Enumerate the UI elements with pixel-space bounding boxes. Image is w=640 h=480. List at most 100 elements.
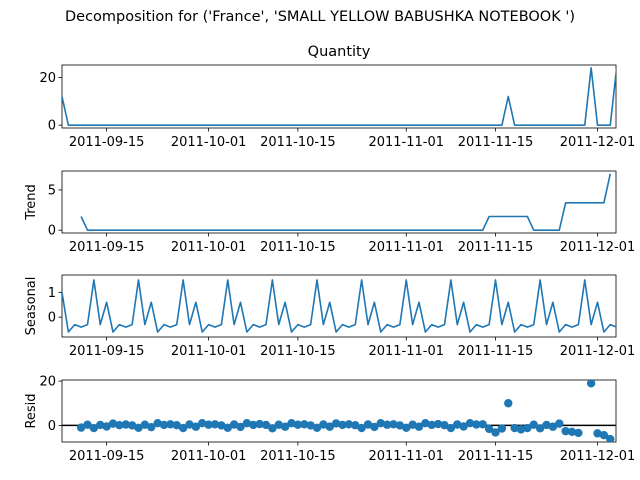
scatter-point-resid bbox=[516, 425, 526, 434]
scatter-point-resid bbox=[542, 420, 551, 430]
x-tick-label-quantity: 2011-11-15 bbox=[458, 135, 534, 150]
scatter-point-resid bbox=[376, 418, 385, 428]
scatter-point-resid bbox=[459, 422, 468, 431]
scatter-point-resid bbox=[325, 422, 334, 431]
scatter-point-resid bbox=[453, 420, 462, 429]
scatter-point-resid bbox=[115, 420, 124, 430]
scatter-point-resid bbox=[102, 422, 111, 431]
series-line-quantity bbox=[62, 67, 616, 126]
scatter-point-resid bbox=[140, 420, 150, 429]
x-tick-label-seasonal: 2011-10-01 bbox=[171, 344, 247, 359]
scatter-point-resid bbox=[421, 418, 430, 428]
scatter-point-resid bbox=[535, 424, 545, 433]
x-tick-label-resid: 2011-11-15 bbox=[458, 449, 534, 464]
axes-frame-trend bbox=[61, 170, 617, 234]
panel-resid: 0 20 2011-09-15 2011-10-01 2011-10-15 2011-11… bbox=[24, 375, 635, 464]
scatter-point-resid bbox=[574, 428, 583, 438]
scatter-point-resid bbox=[191, 422, 201, 431]
scatter-point-resid bbox=[491, 428, 500, 437]
scatter-point-resid bbox=[280, 422, 290, 431]
axes-frame-quantity bbox=[61, 64, 617, 129]
scatter-point-resid bbox=[134, 423, 143, 433]
x-tick-label-trend: 2011-12-01 bbox=[560, 240, 636, 255]
scatter-point-resid bbox=[210, 420, 220, 429]
scatter-point-resid bbox=[561, 426, 570, 436]
plot-area-trend bbox=[80, 173, 612, 231]
y-tick-label-seasonal: 0 bbox=[48, 311, 56, 326]
scatter-point-resid bbox=[96, 420, 105, 430]
scatter-point-resid bbox=[446, 423, 456, 433]
scatter-point-resid bbox=[484, 424, 494, 434]
scatter-point-resid bbox=[510, 423, 519, 433]
x-tick-label-trend: 2011-10-15 bbox=[260, 240, 336, 255]
x-tick-label-seasonal: 2011-11-15 bbox=[458, 344, 534, 359]
scatter-point-resid bbox=[127, 421, 137, 430]
scatter-point-resid bbox=[548, 422, 558, 431]
scatter-point-resid bbox=[185, 420, 194, 429]
scatter-point-resid bbox=[76, 423, 86, 432]
x-tick-label-resid: 2011-09-15 bbox=[69, 449, 145, 464]
x-tick-label-resid: 2011-11-01 bbox=[368, 449, 444, 464]
scatter-point-resid bbox=[287, 418, 296, 428]
scatter-point-resid bbox=[83, 420, 92, 429]
scatter-point-resid bbox=[153, 418, 162, 428]
scatter-point-resid bbox=[504, 399, 513, 408]
axes-frame-seasonal bbox=[61, 274, 617, 338]
plot-area-quantity bbox=[62, 67, 616, 126]
y-tick-label-quantity: 0 bbox=[48, 119, 56, 134]
axes-frame-resid bbox=[61, 379, 617, 443]
y-tick-label-seasonal: 1 bbox=[48, 286, 56, 301]
y-axis-label-trend: Trend bbox=[24, 184, 39, 221]
scatter-point-resid bbox=[312, 423, 322, 433]
scatter-point-resid bbox=[593, 429, 602, 438]
scatter-point-resid bbox=[108, 419, 118, 428]
x-tick-label-quantity: 2011-10-15 bbox=[260, 135, 336, 150]
series-line-trend bbox=[80, 173, 612, 231]
scatter-point-resid bbox=[599, 430, 609, 440]
y-tick-label-trend: 0 bbox=[48, 224, 56, 239]
x-tick-label-seasonal: 2011-09-15 bbox=[69, 344, 145, 359]
plot-area-resid bbox=[62, 380, 616, 442]
scatter-point-resid bbox=[408, 420, 417, 429]
scatter-point-resid bbox=[433, 419, 443, 429]
scatter-point-resid bbox=[306, 421, 315, 430]
scatter-point-resid bbox=[402, 423, 411, 433]
scatter-point-resid bbox=[229, 420, 239, 429]
x-tick-label-trend: 2011-10-01 bbox=[171, 240, 247, 255]
scatter-point-resid bbox=[217, 421, 226, 430]
scatter-point-resid bbox=[236, 422, 245, 432]
scatter-point-resid bbox=[198, 418, 207, 428]
panels: 0 20 2011-09-15 2011-10-01 2011-10-15 2011-11… bbox=[24, 64, 636, 464]
panel-title-quantity: Quantity bbox=[308, 44, 371, 60]
x-tick-label-resid: 2011-12-01 bbox=[560, 449, 636, 464]
figure-suptitle: Decomposition for ('France', 'SMALL YELL… bbox=[65, 9, 575, 25]
scatter-point-resid bbox=[472, 420, 481, 429]
x-tick-label-seasonal: 2011-11-01 bbox=[368, 344, 444, 359]
scatter-point-resid bbox=[567, 427, 577, 437]
scatter-point-resid bbox=[478, 420, 487, 429]
panel-quantity: 0 20 2011-09-15 2011-10-01 2011-10-15 2011-11… bbox=[39, 64, 635, 150]
scatter-point-resid bbox=[395, 421, 405, 430]
scatter-point-resid bbox=[351, 420, 360, 430]
scatter-point-resid bbox=[344, 420, 354, 429]
scatter-point-resid bbox=[166, 420, 175, 429]
plot-area-seasonal bbox=[62, 279, 616, 333]
scatter-point-resid bbox=[370, 422, 379, 432]
scatter-point-resid bbox=[121, 420, 130, 429]
x-tick-label-quantity: 2011-10-01 bbox=[171, 135, 247, 150]
panel-seasonal: 0 1 2011-09-15 2011-10-01 2011-10-15 2011-11-… bbox=[24, 274, 635, 359]
y-tick-label-resid: 20 bbox=[39, 375, 56, 390]
scatter-point-resid bbox=[204, 420, 213, 429]
scatter-point-resid bbox=[147, 422, 156, 432]
scatter-point-resid bbox=[319, 420, 328, 429]
scatter-point-resid bbox=[529, 420, 538, 429]
scatter-point-resid bbox=[159, 420, 169, 430]
series-line-seasonal bbox=[62, 279, 616, 333]
y-tick-label-quantity: 20 bbox=[39, 71, 56, 86]
scatter-point-resid bbox=[223, 423, 232, 433]
scatter-point-resid bbox=[261, 420, 271, 430]
scatter-point-resid bbox=[440, 420, 449, 430]
scatter-point-resid bbox=[497, 424, 507, 433]
scatter-point-resid bbox=[363, 420, 373, 429]
x-tick-label-resid: 2011-10-01 bbox=[171, 449, 247, 464]
